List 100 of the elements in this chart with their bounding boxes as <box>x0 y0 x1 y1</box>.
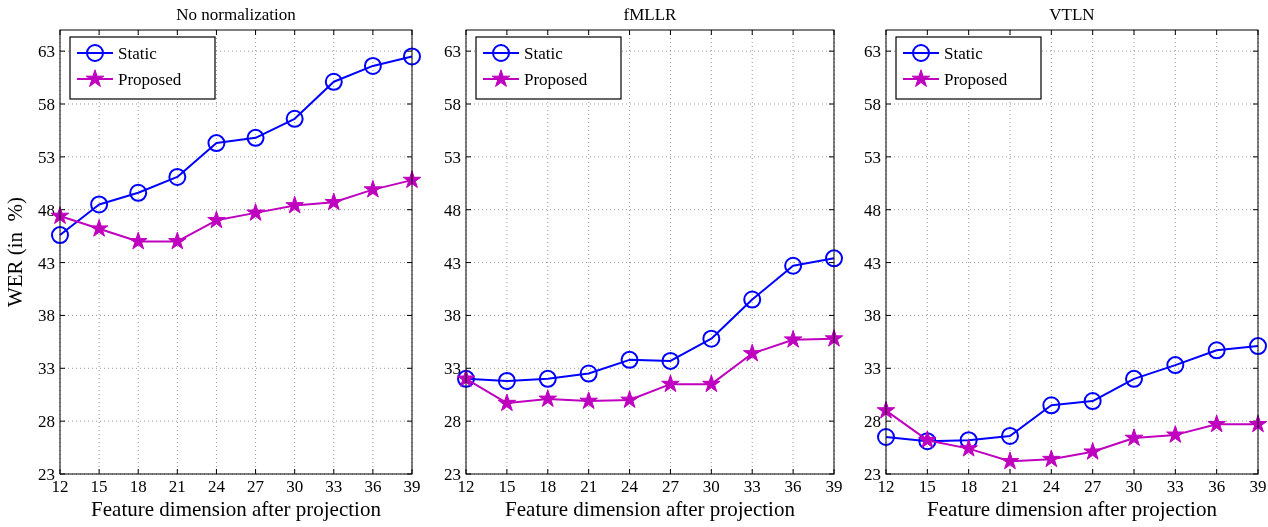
point <box>1042 396 1061 415</box>
legend-label: Proposed <box>944 70 1008 89</box>
point <box>324 72 343 91</box>
y-tick-label: 33 <box>444 359 461 379</box>
y-tick-label: 63 <box>38 42 55 62</box>
y-tick-label: 48 <box>444 200 461 220</box>
point <box>1124 428 1144 446</box>
chart-title: No normalization <box>176 5 297 24</box>
x-tick-label: 39 <box>403 477 421 496</box>
x-tick-label: 15 <box>918 477 936 496</box>
point <box>90 195 109 214</box>
chart-title: fMLLR <box>623 5 678 24</box>
x-tick-label: 18 <box>539 477 557 496</box>
x-tick-label: 21 <box>168 477 186 496</box>
point <box>579 364 598 383</box>
point <box>246 203 265 221</box>
point <box>784 256 803 275</box>
y-axis-title: WER (in %) <box>3 196 27 308</box>
point <box>1207 341 1226 360</box>
x-tick-label: 39 <box>1249 477 1267 496</box>
x-tick-label: 30 <box>702 477 720 496</box>
point <box>285 109 304 128</box>
y-tick-label: 43 <box>38 253 55 273</box>
x-tick-label: 15 <box>90 477 108 496</box>
point <box>825 249 843 268</box>
x-tick-label: 15 <box>498 477 516 496</box>
legend-label: Static <box>118 44 158 63</box>
x-tick-label: 36 <box>784 477 802 496</box>
chart-title: VTLN <box>1049 5 1095 24</box>
y-tick-label: 48 <box>864 200 881 220</box>
point <box>702 329 721 348</box>
point <box>207 210 226 229</box>
x-tick-label: 27 <box>661 477 680 496</box>
point <box>783 330 803 348</box>
y-tick-label: 48 <box>38 200 55 220</box>
x-tick-label: 21 <box>580 477 598 496</box>
point <box>324 192 344 211</box>
y-tick-label: 63 <box>864 42 881 62</box>
point <box>1083 442 1102 460</box>
x-tick-label: 33 <box>1166 477 1184 496</box>
y-tick-label: 28 <box>444 412 461 432</box>
point <box>129 183 148 202</box>
y-tick-label: 58 <box>864 95 881 114</box>
y-tick-label: 28 <box>864 412 881 432</box>
legend-label: Proposed <box>524 70 588 89</box>
legend-label: Static <box>524 44 564 63</box>
x-tick-label: 27 <box>1084 477 1102 496</box>
y-tick-label: 58 <box>38 95 55 114</box>
point <box>168 231 187 250</box>
x-tick-label: 24 <box>1042 477 1061 496</box>
point <box>620 350 639 369</box>
point <box>1083 392 1102 411</box>
y-tick-label: 63 <box>444 42 461 62</box>
point <box>959 438 978 457</box>
x-tick-label: 18 <box>960 477 978 496</box>
point <box>1125 369 1143 388</box>
x-tick-label: 30 <box>1125 477 1143 496</box>
point <box>285 195 304 214</box>
x-tick-label: 36 <box>364 477 382 496</box>
x-axis-title: Feature dimension after projection <box>927 497 1218 521</box>
point <box>877 428 895 446</box>
x-axis-title: Feature dimension after projection <box>505 497 796 521</box>
y-tick-label: 38 <box>864 306 881 326</box>
y-tick-label: 58 <box>444 95 461 114</box>
point <box>1166 356 1185 375</box>
y-tick-label: 38 <box>444 306 461 326</box>
x-tick-label: 36 <box>1208 477 1226 496</box>
point <box>168 167 187 186</box>
y-tick-label: 43 <box>444 253 461 273</box>
x-tick-label: 33 <box>743 477 761 496</box>
point <box>89 219 109 237</box>
x-tick-label: 39 <box>825 477 843 496</box>
point <box>497 393 517 412</box>
x-axis-title: Feature dimension after projection <box>91 497 382 521</box>
point <box>1249 337 1267 356</box>
point <box>579 391 598 409</box>
point <box>497 371 516 390</box>
point <box>1207 414 1226 433</box>
point <box>363 179 383 198</box>
point <box>742 343 762 362</box>
point <box>702 374 721 393</box>
y-tick-label: 53 <box>864 147 881 167</box>
y-tick-label: 33 <box>864 359 881 379</box>
point <box>1001 426 1019 445</box>
y-tick-label: 38 <box>38 306 55 326</box>
point <box>1166 425 1185 443</box>
x-tick-label: 24 <box>621 477 639 496</box>
point <box>743 290 762 309</box>
point <box>128 231 148 250</box>
x-tick-label: 24 <box>207 477 226 496</box>
x-tick-label: 18 <box>129 477 147 496</box>
y-tick-label: 33 <box>38 359 55 379</box>
point <box>246 128 265 147</box>
y-tick-label: 28 <box>38 412 55 432</box>
y-tick-label: 53 <box>38 147 55 167</box>
point <box>538 389 558 407</box>
y-tick-label: 43 <box>864 253 881 273</box>
point <box>363 56 382 75</box>
legend-label: Proposed <box>118 70 182 89</box>
point <box>51 226 69 245</box>
